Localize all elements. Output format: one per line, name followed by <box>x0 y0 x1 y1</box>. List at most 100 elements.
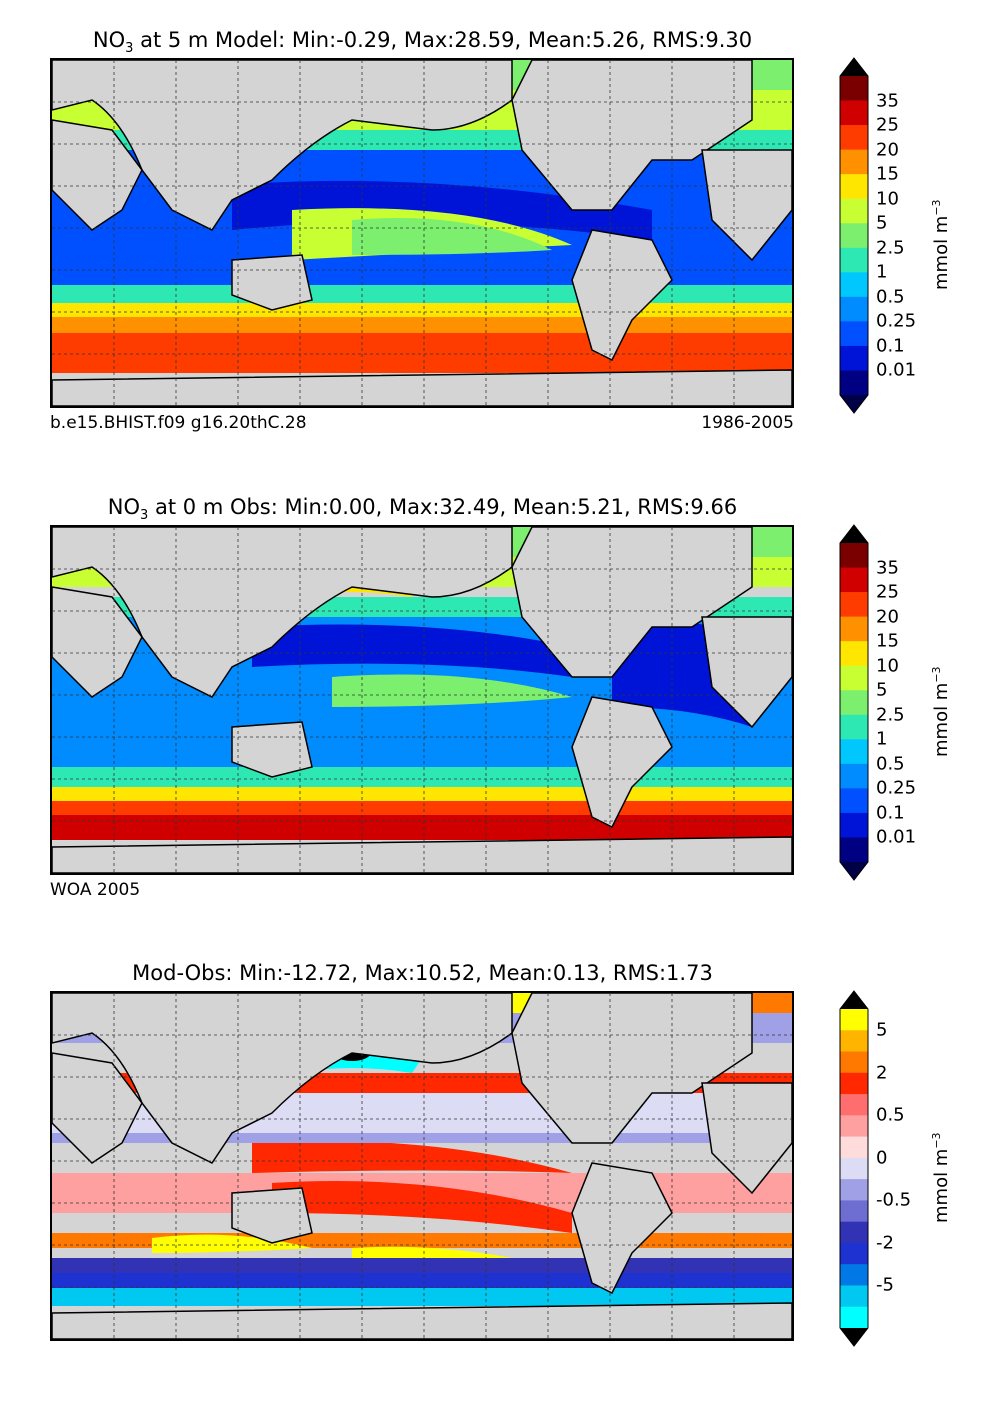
colorbar-tick-label: 0.1 <box>876 802 905 824</box>
colorbar-segment <box>840 592 868 618</box>
colorbar-segment <box>840 1051 868 1074</box>
colorbar-tick-label: 5 <box>876 679 888 701</box>
colorbar <box>839 990 869 1347</box>
map-svg <box>52 993 792 1339</box>
colorbar-segment <box>840 763 868 789</box>
colorbar-segment <box>840 1094 868 1116</box>
colorbar-tick-label: 20 <box>876 606 899 628</box>
colorbar-segment <box>840 1179 868 1201</box>
colorbar-segment <box>840 1264 868 1286</box>
colorbar-outline <box>839 524 869 881</box>
map-mod-obs-diff <box>50 991 794 1341</box>
colorbar-tick-label: 0.1 <box>876 335 905 357</box>
colorbar-tick-label: 5 <box>876 1019 888 1041</box>
colorbar-segment <box>840 1242 868 1265</box>
colorbar-tick-label: 1 <box>876 728 888 750</box>
colorbar-segment <box>840 665 868 691</box>
colorbar-segment <box>840 1221 868 1244</box>
colorbar-segment <box>840 788 868 814</box>
colorbar-tick-label: 0.01 <box>876 826 917 848</box>
colorbar-segment <box>840 370 868 396</box>
colorbar-under-arrow <box>840 395 868 413</box>
colorbar-tick-label: 0 <box>876 1147 888 1169</box>
colorbar-segment <box>840 543 868 569</box>
colorbar-segment <box>840 247 868 273</box>
colorbar-tick-label: 0.5 <box>876 1104 905 1126</box>
map-model-no3 <box>50 58 794 408</box>
colorbar-tick-label: 2 <box>876 1062 888 1084</box>
colorbar-tick-label: -2 <box>876 1232 894 1254</box>
colorbar-tick-label: 15 <box>876 163 899 185</box>
colorbar-tick-label: 10 <box>876 188 899 210</box>
colorbar-tick-label: 1 <box>876 261 888 283</box>
colorbar-segment <box>840 125 868 151</box>
colorbar-segment <box>840 739 868 765</box>
map-obs-no3 <box>50 525 794 875</box>
colorbar-tick-label: 15 <box>876 630 899 652</box>
colorbar-tick-label: 10 <box>876 655 899 677</box>
colorbar-segment <box>840 76 868 102</box>
colorbar-tick-label: 0.25 <box>876 777 917 799</box>
colorbar-svg <box>839 990 869 1347</box>
colorbar-segment <box>840 641 868 667</box>
colorbar-svg <box>839 524 869 881</box>
colorbar-segment <box>840 296 868 322</box>
colorbar-outline <box>839 990 869 1347</box>
colorbar-under-arrow <box>840 1328 868 1346</box>
colorbar-unit: mmol m−3 <box>930 199 952 290</box>
colorbar-segment <box>840 345 868 371</box>
panel-model: NO3 at 5 m Model: Min:-0.29, Max:28.59, … <box>0 28 984 488</box>
footer-left: WOA 2005 <box>50 880 141 900</box>
colorbar-under-arrow <box>840 862 868 880</box>
panel-diff: Mod-Obs: Min:-12.72, Max:10.52, Mean:0.1… <box>0 961 984 1421</box>
colorbar-segment <box>840 812 868 838</box>
colorbar-segment <box>840 714 868 740</box>
colorbar-tick-label: 2.5 <box>876 237 905 259</box>
colorbar-segment <box>840 1200 868 1223</box>
panel-obs: NO3 at 0 m Obs: Min:0.00, Max:32.49, Mea… <box>0 495 984 955</box>
colorbar-tick-label: 35 <box>876 90 899 112</box>
colorbar-over-arrow <box>840 525 868 543</box>
colorbar-svg <box>839 57 869 414</box>
colorbar-segment <box>840 1136 868 1159</box>
colorbar-over-arrow <box>840 58 868 76</box>
colorbar <box>839 57 869 414</box>
footer-right: 1986-2005 <box>701 413 794 433</box>
panel-title: NO3 at 5 m Model: Min:-0.29, Max:28.59, … <box>92 28 753 57</box>
colorbar-tick-label: -0.5 <box>876 1189 912 1211</box>
colorbar-tick-label: 5 <box>876 212 888 234</box>
colorbar-segment <box>840 149 868 175</box>
colorbar-unit: mmol m−3 <box>930 1132 952 1223</box>
colorbar-segment <box>840 198 868 224</box>
colorbar-unit: mmol m−3 <box>930 666 952 757</box>
panel-title: NO3 at 0 m Obs: Min:0.00, Max:32.49, Mea… <box>107 495 738 524</box>
colorbar-tick-label: 0.01 <box>876 359 917 381</box>
colorbar-segment <box>840 1306 868 1329</box>
colorbar-segment <box>840 690 868 716</box>
colorbar-segment <box>840 1285 868 1308</box>
colorbar <box>839 524 869 881</box>
colorbar-outline <box>839 57 869 414</box>
colorbar-tick-label: 0.5 <box>876 753 905 775</box>
colorbar-tick-label: 35 <box>876 557 899 579</box>
colorbar-tick-label: 0.25 <box>876 310 917 332</box>
colorbar-tick-label: -5 <box>876 1274 894 1296</box>
map-svg <box>52 527 792 873</box>
colorbar-segment <box>840 1009 868 1031</box>
colorbar-segment <box>840 223 868 249</box>
colorbar-segment <box>840 1072 868 1095</box>
colorbar-tick-label: 25 <box>876 581 899 603</box>
colorbar-segment <box>840 567 868 593</box>
footer-left: b.e15.BHIST.f09 g16.20thC.28 <box>50 413 307 433</box>
colorbar-segment <box>840 272 868 298</box>
colorbar-tick-label: 0.5 <box>876 286 905 308</box>
colorbar-tick-label: 20 <box>876 139 899 161</box>
colorbar-segment <box>840 1115 868 1138</box>
colorbar-segment <box>840 1157 868 1180</box>
colorbar-tick-label: 2.5 <box>876 704 905 726</box>
colorbar-segment <box>840 837 868 863</box>
colorbar-segment <box>840 174 868 200</box>
colorbar-segment <box>840 616 868 642</box>
colorbar-segment <box>840 1030 868 1053</box>
colorbar-tick-label: 25 <box>876 114 899 136</box>
